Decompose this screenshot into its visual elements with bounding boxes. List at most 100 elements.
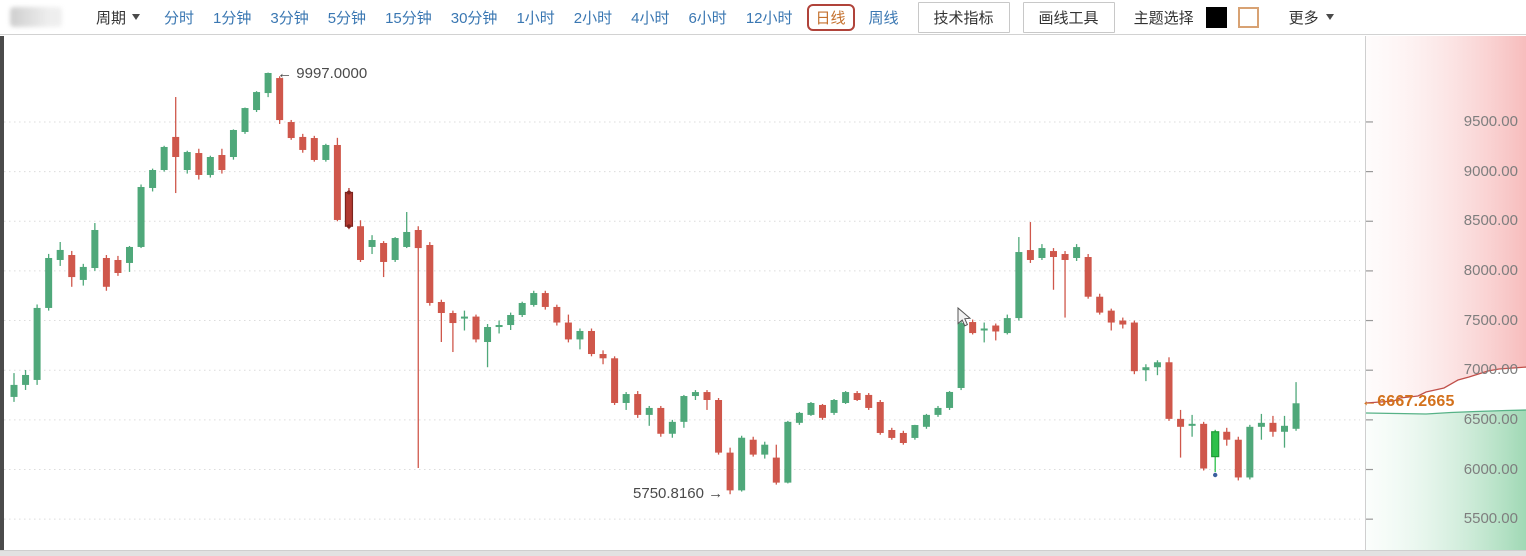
candle[interactable]	[1223, 427, 1231, 446]
candle-handle-dot[interactable]	[346, 190, 351, 195]
candle[interactable]	[541, 290, 549, 310]
candle[interactable]	[634, 391, 642, 418]
theme-swatch-light[interactable]	[1237, 6, 1259, 28]
candle[interactable]	[183, 150, 191, 174]
candle[interactable]	[715, 398, 723, 455]
candle[interactable]	[391, 237, 399, 262]
candle[interactable]	[1142, 364, 1150, 382]
candle[interactable]	[1003, 314, 1011, 335]
candle[interactable]	[807, 401, 815, 416]
candle[interactable]	[1119, 317, 1127, 329]
technical-indicator-button[interactable]: 技术指标	[917, 1, 1010, 33]
candle[interactable]	[1061, 251, 1069, 318]
anchor-dot[interactable]	[1213, 472, 1218, 478]
candle[interactable]	[253, 91, 261, 113]
candle[interactable]	[437, 299, 445, 343]
candle[interactable]	[1153, 360, 1161, 376]
candle[interactable]	[1038, 244, 1046, 260]
candle[interactable]	[588, 328, 595, 357]
period-option-4[interactable]: 5分钟	[327, 9, 367, 27]
candle[interactable]	[564, 314, 572, 343]
candle[interactable]	[691, 390, 699, 400]
candle[interactable]	[149, 168, 157, 192]
candle[interactable]	[368, 235, 376, 255]
candle[interactable]	[1107, 308, 1115, 331]
candle[interactable]	[218, 148, 226, 174]
candle[interactable]	[160, 145, 168, 172]
candle[interactable]	[1188, 414, 1196, 437]
candle[interactable]	[726, 447, 734, 495]
candle[interactable]	[380, 241, 388, 278]
candle[interactable]	[980, 322, 988, 343]
candle[interactable]	[749, 436, 757, 457]
candle[interactable]	[899, 430, 907, 445]
candle[interactable]	[1246, 424, 1254, 480]
candle[interactable]	[795, 411, 803, 425]
candle[interactable]	[703, 390, 711, 410]
candle[interactable]	[530, 290, 538, 307]
candle[interactable]	[344, 187, 354, 230]
candle[interactable]	[426, 242, 434, 306]
candle[interactable]	[1281, 415, 1288, 448]
candle[interactable]	[1200, 421, 1208, 471]
period-option-2[interactable]: 1分钟	[213, 9, 252, 27]
candle[interactable]	[22, 370, 30, 390]
candle[interactable]	[1292, 382, 1300, 431]
candle[interactable]	[449, 310, 457, 353]
candle[interactable]	[668, 419, 676, 438]
candle[interactable]	[876, 400, 884, 435]
candle[interactable]	[853, 391, 861, 401]
period-option-12-active[interactable]: 日线	[806, 3, 855, 31]
candle[interactable]	[1165, 357, 1173, 421]
candle[interactable]	[1026, 222, 1034, 263]
candle[interactable]	[91, 223, 99, 271]
period-option-5[interactable]: 15分钟	[385, 9, 432, 27]
candle[interactable]	[911, 424, 919, 440]
candle[interactable]	[206, 155, 214, 178]
period-option-8[interactable]: 2小时	[573, 9, 613, 27]
candle[interactable]	[957, 321, 965, 391]
candle[interactable]	[622, 392, 630, 410]
candle[interactable]	[299, 133, 307, 153]
period-option-7[interactable]: 1小时	[516, 9, 555, 27]
candle[interactable]	[611, 356, 619, 405]
candle[interactable]	[126, 245, 133, 272]
candle[interactable]	[68, 250, 76, 287]
candle[interactable]	[772, 444, 780, 485]
candle[interactable]	[680, 394, 688, 428]
candle[interactable]	[553, 304, 561, 326]
candle[interactable]	[172, 97, 180, 194]
candle[interactable]	[1257, 413, 1265, 440]
candle[interactable]	[1177, 409, 1185, 458]
candle[interactable]	[114, 255, 122, 276]
candle[interactable]	[1084, 254, 1092, 299]
candle[interactable]	[414, 226, 422, 469]
period-dropdown[interactable]: 周期	[96, 7, 141, 28]
candle[interactable]	[56, 242, 64, 266]
candle[interactable]	[195, 148, 203, 180]
candle[interactable]	[922, 413, 930, 429]
candle[interactable]	[761, 441, 769, 459]
candle[interactable]	[1211, 429, 1220, 478]
period-option-10[interactable]: 6小时	[688, 9, 727, 27]
candle[interactable]	[472, 314, 480, 343]
more-dropdown[interactable]: 更多	[1289, 7, 1334, 28]
candle[interactable]	[276, 76, 284, 124]
candle[interactable]	[1269, 415, 1277, 437]
candle[interactable]	[357, 220, 364, 262]
candle[interactable]	[264, 72, 272, 98]
candle[interactable]	[784, 420, 792, 484]
period-option-1[interactable]: 分时	[164, 9, 195, 27]
period-option-3[interactable]: 3分钟	[270, 9, 309, 27]
candle[interactable]	[645, 405, 653, 426]
candle[interactable]	[495, 320, 503, 334]
candle[interactable]	[484, 324, 492, 368]
period-option-13[interactable]: 周线	[868, 9, 899, 27]
candle[interactable]	[1015, 237, 1023, 321]
candle[interactable]	[403, 212, 411, 249]
candle[interactable]	[137, 184, 145, 249]
candle[interactable]	[842, 391, 850, 404]
candle[interactable]	[79, 263, 87, 286]
candle-handle-dot[interactable]	[346, 224, 351, 229]
candlestick-chart-canvas[interactable]: ← 9997.0000 5750.8160 →	[4, 36, 1365, 550]
